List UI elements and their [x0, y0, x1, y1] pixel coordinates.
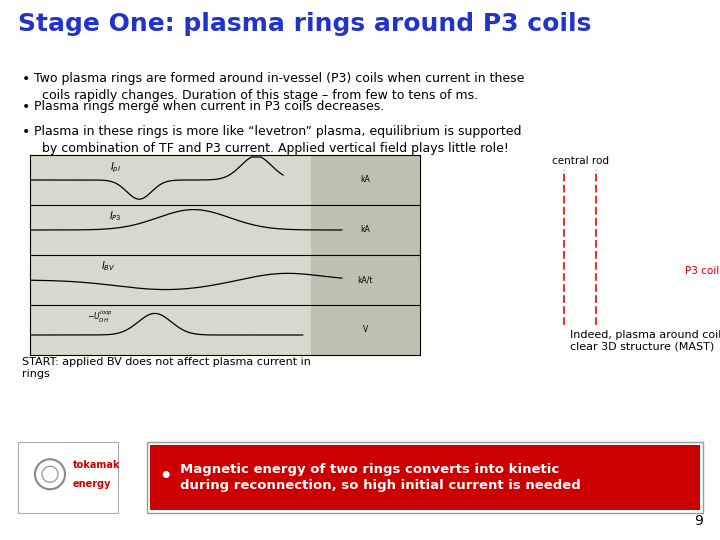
- Text: kA: kA: [361, 226, 370, 234]
- Text: P3 coil: P3 coil: [685, 266, 719, 276]
- Text: V: V: [363, 326, 368, 334]
- Bar: [150, 445, 700, 510]
- Text: Plasma in these rings is more like “levetron” plasma, equilibrium is supported
 : Plasma in these rings is more like “leve…: [34, 125, 521, 155]
- Text: •: •: [22, 125, 30, 139]
- Text: $I_{pl}$: $I_{pl}$: [110, 161, 122, 176]
- Text: Stage One: plasma rings around P3 coils: Stage One: plasma rings around P3 coils: [18, 12, 591, 36]
- Text: Magnetic energy of two rings converts into kinetic
during reconnection, so high : Magnetic energy of two rings converts in…: [180, 463, 581, 491]
- Text: tokamak: tokamak: [73, 460, 120, 470]
- Text: Two plasma rings are formed around in-vessel (P3) coils when current in these
  : Two plasma rings are formed around in-ve…: [34, 72, 524, 102]
- Text: Indeed, plasma around coils has
clear 3D structure (MAST): Indeed, plasma around coils has clear 3D…: [570, 330, 720, 352]
- Bar: [18, 442, 118, 513]
- Text: $-U_{OH}^{loop}$: $-U_{OH}^{loop}$: [87, 309, 113, 325]
- Text: •: •: [159, 467, 171, 486]
- Bar: [147, 442, 703, 513]
- Text: energy: energy: [73, 479, 112, 489]
- Text: no merging: no merging: [89, 189, 156, 199]
- Text: •: •: [22, 100, 30, 114]
- Text: $I_{P3}$: $I_{P3}$: [109, 209, 122, 223]
- Text: Plasma rings merge when current in P3 coils decreases.: Plasma rings merge when current in P3 co…: [34, 100, 384, 113]
- Bar: [311, 155, 420, 355]
- Text: 9: 9: [694, 514, 703, 528]
- Text: negative I$_{pl}$,: negative I$_{pl}$,: [89, 177, 159, 191]
- Text: central rod: central rod: [552, 156, 608, 166]
- Text: •: •: [22, 72, 30, 86]
- Text: START: applied BV does not affect plasma current in
rings: START: applied BV does not affect plasma…: [22, 357, 311, 379]
- Text: merging: merging: [232, 170, 282, 180]
- Text: positive I$_{pl}$< A: positive I$_{pl}$< A: [217, 156, 300, 170]
- Text: kA: kA: [361, 176, 370, 185]
- Text: kA/t: kA/t: [358, 275, 373, 285]
- Text: $I_{BV}$: $I_{BV}$: [101, 259, 115, 273]
